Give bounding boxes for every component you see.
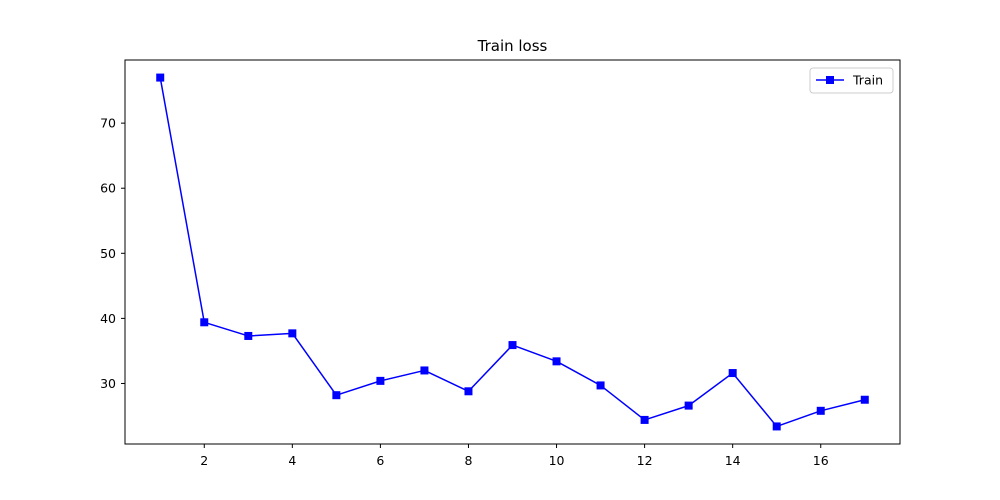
x-tick-label: 10 [549,453,565,468]
data-point-marker [464,387,473,396]
data-point-marker [332,391,341,400]
data-point-marker [596,381,605,390]
x-tick-label: 12 [637,453,653,468]
data-point-marker [508,341,517,350]
legend: Train [809,67,894,94]
y-tick-label: 50 [100,246,116,261]
x-axis: 2 4 6 8 10 12 14 16 [200,444,829,468]
data-point-marker [244,331,253,340]
y-tick-label: 40 [100,311,116,326]
data-point-marker [684,401,693,410]
data-point-marker [156,73,165,82]
data-point-marker [552,357,561,366]
y-tick-label: 70 [100,116,116,131]
data-point-marker [772,422,781,431]
x-tick-label: 4 [288,453,296,468]
y-tick-label: 30 [100,376,116,391]
data-point-marker [420,366,429,375]
x-tick-label: 16 [813,453,829,468]
data-point-marker [728,369,737,378]
plot-area-frame [124,59,901,445]
legend-label: Train [852,73,883,88]
data-point-marker [816,406,825,415]
data-point-marker [288,329,297,338]
plot-series [156,73,869,431]
x-tick-label: 8 [464,453,472,468]
x-tick-label: 14 [725,453,741,468]
data-point-marker [200,318,209,327]
data-point-marker [376,376,385,385]
data-point-marker [860,395,869,404]
legend-box [809,67,894,94]
x-tick-label: 6 [376,453,384,468]
y-tick-label: 60 [100,181,116,196]
data-point-marker [640,415,649,424]
y-axis: 30 40 50 60 70 [100,116,125,391]
chart-title: Train loss [477,37,548,55]
legend-marker-swatch [826,76,834,84]
x-tick-label: 2 [200,453,208,468]
